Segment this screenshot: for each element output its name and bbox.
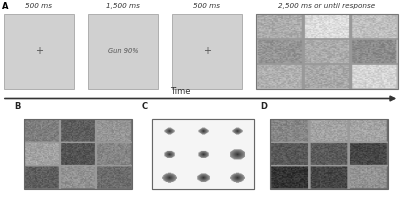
Bar: [4, 14, 74, 89]
Text: Gun 90%: Gun 90%: [108, 48, 138, 54]
Text: 500 ms: 500 ms: [26, 3, 52, 9]
Bar: [152, 119, 254, 189]
Text: 500 ms: 500 ms: [194, 3, 220, 9]
Bar: [24, 119, 132, 189]
Text: 1,500 ms: 1,500 ms: [106, 3, 140, 9]
Text: D: D: [260, 102, 267, 111]
Bar: [256, 14, 398, 89]
Text: C: C: [142, 102, 148, 111]
Text: Time: Time: [170, 86, 190, 96]
Bar: [270, 119, 388, 189]
Text: B: B: [14, 102, 20, 111]
Bar: [152, 119, 254, 189]
Text: +: +: [35, 46, 43, 56]
Bar: [88, 14, 158, 89]
Bar: [172, 14, 242, 89]
Text: 2,500 ms or until response: 2,500 ms or until response: [278, 3, 376, 9]
Text: A: A: [2, 2, 8, 11]
Text: +: +: [203, 46, 211, 56]
